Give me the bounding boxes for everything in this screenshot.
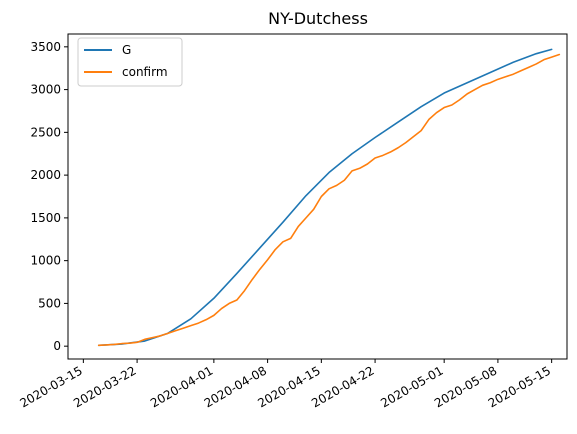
y-tick-label: 1500 (30, 211, 61, 225)
series-line-g (97, 48, 553, 347)
series-layer (97, 48, 561, 347)
y-tick-label: 500 (38, 296, 61, 310)
legend-label-g: G (122, 43, 131, 57)
y-tick-label: 1000 (30, 254, 61, 268)
series-line-confirm (97, 53, 561, 347)
chart-title: NY-Dutchess (268, 9, 368, 28)
legend-label-confirm: confirm (122, 65, 168, 79)
y-tick-label: 2500 (30, 125, 61, 139)
y-axis: 0 500 1000 1500 2000 2500 3000 3500 (30, 40, 68, 353)
legend: G confirm (77, 37, 183, 87)
y-tick-label: 2000 (30, 168, 61, 182)
y-tick-label: 3000 (30, 83, 61, 97)
plot-frame (67, 33, 568, 360)
y-tick-label: 0 (53, 339, 61, 353)
y-tick-label: 3500 (30, 40, 61, 54)
